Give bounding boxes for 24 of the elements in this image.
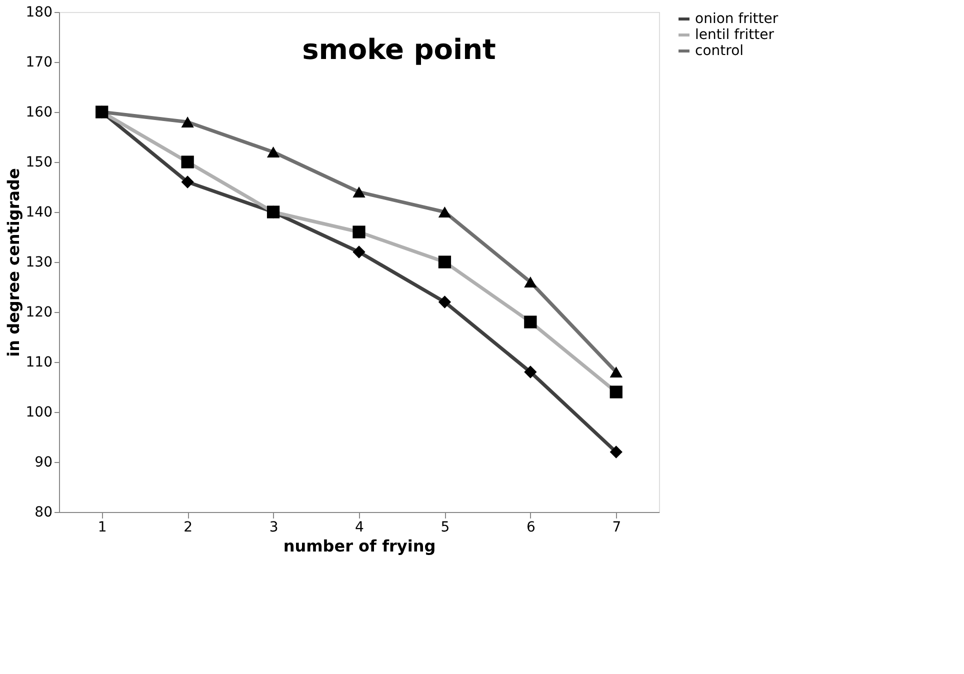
x-tick-label: 5 (440, 520, 450, 536)
y-tick-label: 130 (26, 254, 52, 270)
y-tick-label: 90 (34, 454, 52, 470)
legend-label: lentil fritter (695, 27, 774, 43)
x-tick-label: 4 (355, 520, 364, 536)
x-axis-title: number of frying (283, 536, 436, 556)
y-tick-label: 180 (26, 4, 52, 20)
legend-label: control (695, 43, 744, 59)
y-tick-label: 100 (26, 404, 52, 420)
legend-label: onion fritter (695, 11, 778, 27)
y-tick-label: 120 (26, 304, 52, 320)
y-tick-label: 150 (26, 154, 52, 170)
y-tick-label: 110 (26, 354, 52, 370)
y-axis-title: in degree centigrade (4, 168, 23, 357)
y-tick-label: 160 (26, 104, 52, 120)
x-tick-label: 6 (526, 520, 536, 536)
x-tick-label: 7 (612, 520, 622, 536)
text: smoke point (302, 33, 496, 66)
x-tick-label: 3 (269, 520, 278, 536)
y-tick-label: 170 (26, 54, 52, 70)
y-tick-label: 80 (34, 504, 52, 520)
x-tick-label: 1 (98, 520, 107, 536)
x-tick-label: 2 (184, 520, 193, 536)
y-tick-label: 140 (26, 204, 52, 220)
